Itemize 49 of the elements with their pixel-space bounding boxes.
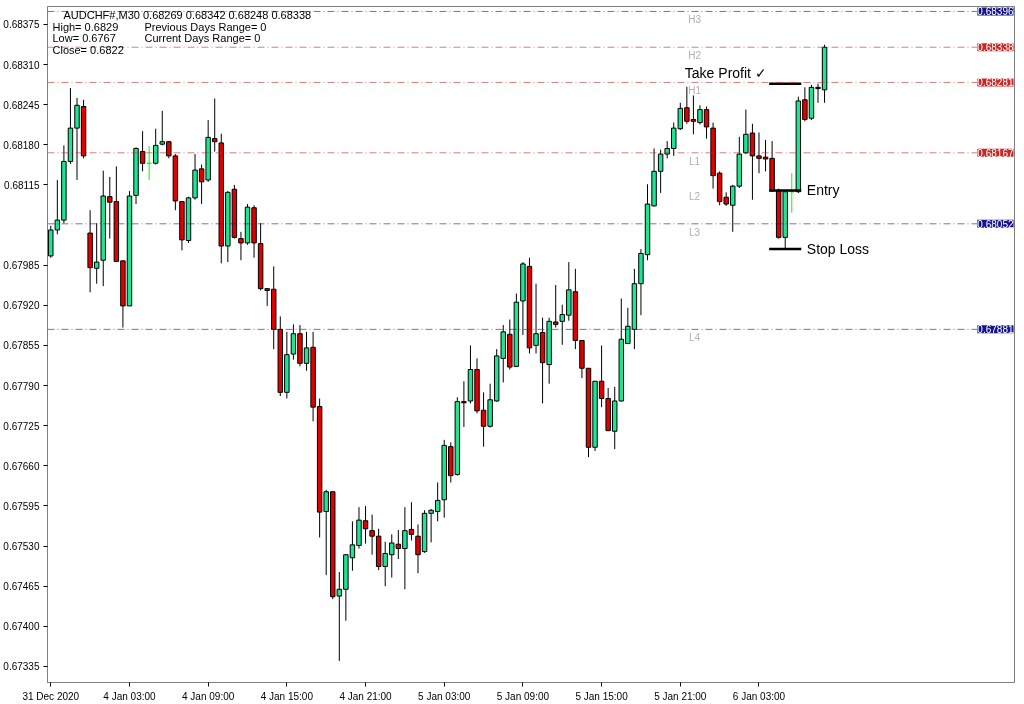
ref-line-label: 0.67881	[977, 324, 1014, 336]
annotation: H1	[688, 85, 702, 97]
x-tick-label: 4 Jan 15:00	[260, 690, 314, 702]
annotation: L3	[689, 226, 701, 238]
x-tick-label: 5 Jan 15:00	[575, 690, 629, 702]
annotation: Current Days Range= 0	[144, 32, 261, 44]
annotation: Close= 0.6822	[52, 43, 124, 56]
ref-line-label: Take Profit ✓	[684, 64, 767, 81]
annotation: High= 0.6829	[52, 20, 119, 33]
chart-title: AUDCHF#,M30 0.68269 0.68342 0.68248 0.68338	[63, 8, 312, 21]
y-tick-label: 0.67595	[3, 500, 40, 512]
y-tick-label: 0.67985	[3, 260, 40, 272]
ref-line-label: 0.68281	[977, 77, 1014, 89]
annotation: L4	[689, 332, 701, 344]
y-tick-label: 0.67790	[3, 380, 40, 392]
x-tick-label: 5 Jan 03:00	[418, 690, 471, 702]
annotation: H2	[688, 50, 702, 62]
ref-line-label: 0.68338	[977, 42, 1014, 54]
y-tick-label: 0.68115	[4, 179, 40, 191]
candlestick	[152, 128, 159, 166]
y-tick-label: 0.68180	[3, 139, 40, 151]
x-tick-label: 4 Jan 03:00	[103, 690, 157, 702]
y-tick-label: 0.67400	[3, 621, 40, 633]
y-tick-label: 0.68245	[3, 99, 40, 111]
y-tick-label: 0.67335	[3, 661, 40, 673]
y-tick-label: 0.68375	[3, 19, 40, 31]
ref-line-label: 0.68052	[977, 218, 1014, 230]
y-tick-label: 0.67725	[3, 420, 40, 432]
y-tick-label: 0.67660	[3, 460, 40, 472]
y-tick-label: 0.67530	[3, 541, 40, 553]
ref-line-label: Stop Loss	[806, 241, 870, 258]
annotation: Low= 0.6767	[52, 32, 116, 44]
x-tick-label: 4 Jan 21:00	[339, 690, 393, 702]
x-tick-label: 6 Jan 03:00	[732, 690, 786, 702]
x-tick-label: 4 Jan 09:00	[182, 690, 235, 702]
y-tick-label: 0.67465	[3, 581, 40, 593]
annotation: Previous Days Range= 0	[144, 20, 267, 33]
ref-line-label: Entry	[806, 182, 840, 199]
annotation: L1	[689, 155, 701, 167]
annotation: H3	[688, 14, 702, 26]
y-tick-label: 0.68310	[3, 59, 40, 71]
ref-line-label: 0.68167	[977, 147, 1014, 159]
x-tick-label: 31 Dec 2020	[22, 690, 80, 702]
y-tick-label: 0.67920	[3, 300, 40, 312]
x-tick-label: 5 Jan 21:00	[654, 690, 707, 702]
x-tick-label: 5 Jan 09:00	[496, 690, 550, 702]
annotation: L2	[689, 191, 701, 203]
ref-line-label: 0.68396	[977, 6, 1014, 18]
y-tick-label: 0.67855	[3, 340, 40, 352]
